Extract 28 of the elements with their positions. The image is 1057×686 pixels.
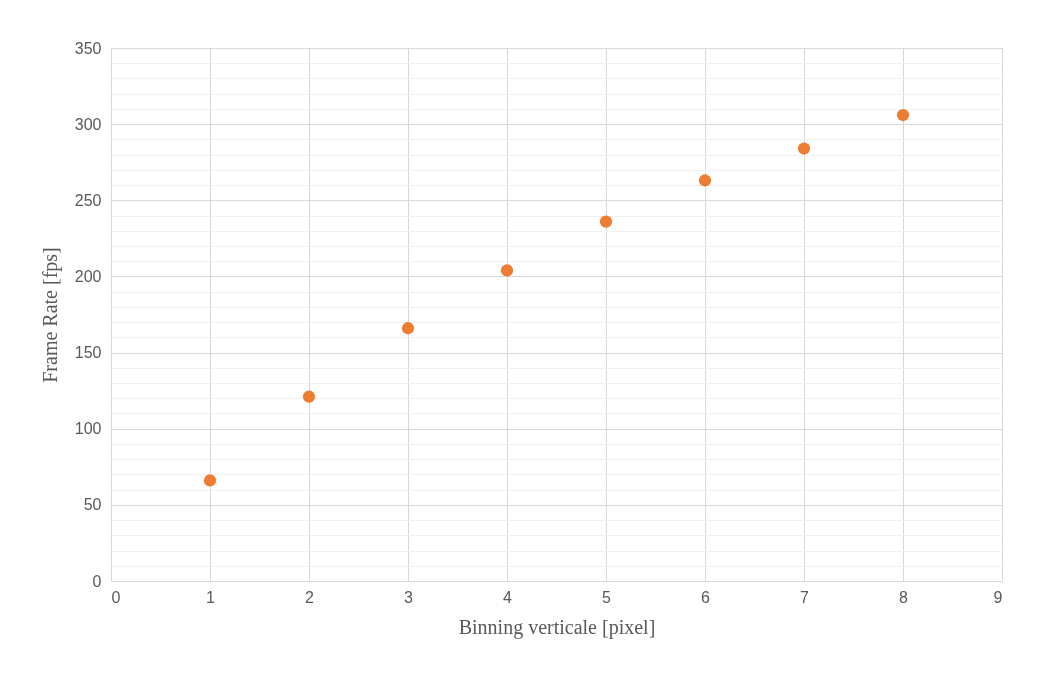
point xyxy=(797,142,811,155)
y-tick-label: 0 xyxy=(92,572,102,590)
y-tick-label: 350 xyxy=(74,39,102,57)
x-tick-label: 2 xyxy=(305,588,315,606)
x-tick-label: 5 xyxy=(602,588,612,606)
y-tick-label: 100 xyxy=(74,420,102,438)
y-axis-title: Frame Rate [fps] xyxy=(38,247,62,383)
x-tick-label: 3 xyxy=(404,588,414,606)
y-tick-label: 200 xyxy=(74,267,102,285)
x-tick-label: 0 xyxy=(111,588,121,606)
x-axis-title: Binning verticale [pixel] xyxy=(458,615,656,639)
point xyxy=(203,474,217,487)
point xyxy=(500,264,514,277)
x-tick-label: 9 xyxy=(993,588,1003,606)
point xyxy=(698,174,712,187)
point xyxy=(302,390,316,403)
y-tick-label: 50 xyxy=(83,496,102,514)
y-tick-label: 300 xyxy=(74,115,102,133)
point xyxy=(896,108,910,122)
x-tick-label: 1 xyxy=(206,588,216,606)
y-tick-label: 150 xyxy=(74,344,102,362)
x-tick-label: 8 xyxy=(899,588,909,606)
y-tick-label: 250 xyxy=(74,191,102,209)
x-tick-label: 6 xyxy=(701,588,711,606)
point xyxy=(401,322,415,335)
x-tick-label: 4 xyxy=(503,588,513,606)
x-tick-label: 7 xyxy=(800,588,810,606)
point xyxy=(599,215,613,228)
